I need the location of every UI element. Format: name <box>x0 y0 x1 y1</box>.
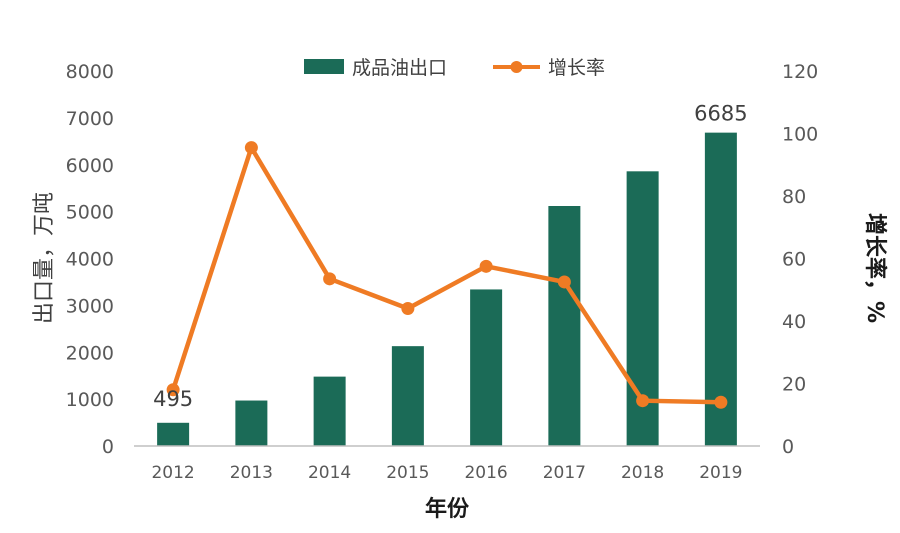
right-axis-ticks: 0 20 40 60 80 100 120 <box>782 61 818 458</box>
data-label-2019: 6685 <box>694 102 747 126</box>
growth-point-2012 <box>166 383 180 397</box>
legend: 成品油出口 增长率 <box>304 57 605 79</box>
data-labels: 495 6685 <box>153 102 748 411</box>
bar-series <box>157 132 737 446</box>
y-right-tick-label: 60 <box>782 249 806 271</box>
x-axis-ticks: 2012 2013 2014 2015 2016 2017 2018 2019 <box>151 463 742 483</box>
x-axis-title: 年份 <box>425 496 470 522</box>
bar-2016 <box>470 289 503 446</box>
y-left-tick-label: 8000 <box>66 61 114 83</box>
x-tick-label: 2019 <box>699 463 742 483</box>
growth-point-2018 <box>636 394 650 408</box>
growth-point-2017 <box>557 275 571 289</box>
bar-2015 <box>391 346 424 446</box>
y-left-tick-label: 4000 <box>66 249 114 271</box>
x-tick-label: 2014 <box>308 463 351 483</box>
x-tick-label: 2013 <box>230 463 273 483</box>
growth-point-2015 <box>401 302 415 315</box>
y-axis-right-title: 增长率，% <box>862 213 888 323</box>
x-tick-label: 2017 <box>543 463 586 483</box>
growth-point-2014 <box>323 272 337 286</box>
x-tick-label: 2012 <box>151 463 194 483</box>
legend-swatch-marker <box>510 61 523 73</box>
y-left-tick-label: 6000 <box>66 155 114 177</box>
x-tick-label: 2016 <box>464 463 507 483</box>
y-left-tick-label: 3000 <box>66 295 114 317</box>
line-series <box>166 141 728 409</box>
y-left-tick-label: 7000 <box>66 108 114 130</box>
growth-rate-line <box>170 145 724 405</box>
left-axis-ticks: 0 1000 2000 3000 4000 5000 6000 7000 8000 <box>66 61 114 458</box>
bar-2013 <box>235 400 268 446</box>
bar-2014 <box>313 376 346 446</box>
x-tick-label: 2015 <box>386 463 429 483</box>
growth-point-2013 <box>244 141 258 155</box>
x-tick-label: 2018 <box>621 463 664 483</box>
y-right-tick-label: 0 <box>782 436 794 458</box>
y-left-tick-label: 1000 <box>66 389 114 411</box>
y-left-tick-label: 0 <box>102 436 114 458</box>
bar-2019 <box>704 132 737 446</box>
bar-2012 <box>157 422 190 446</box>
y-axis-left-title: 出口量，万吨 <box>32 192 57 324</box>
y-left-tick-label: 5000 <box>66 202 114 224</box>
y-right-tick-label: 120 <box>782 61 818 83</box>
growth-point-2019 <box>714 395 728 409</box>
data-label-2012: 495 <box>153 387 193 411</box>
y-left-tick-label: 2000 <box>66 342 114 364</box>
legend-label-bar: 成品油出口 <box>352 57 447 79</box>
legend-label-line: 增长率 <box>548 57 605 79</box>
legend-swatch-bar <box>304 59 344 74</box>
growth-point-2016 <box>479 259 493 273</box>
y-right-tick-label: 100 <box>782 124 818 146</box>
y-right-tick-label: 40 <box>782 311 806 333</box>
y-right-tick-label: 80 <box>782 186 806 208</box>
bar-2017 <box>548 206 581 446</box>
y-right-tick-label: 20 <box>782 374 806 396</box>
